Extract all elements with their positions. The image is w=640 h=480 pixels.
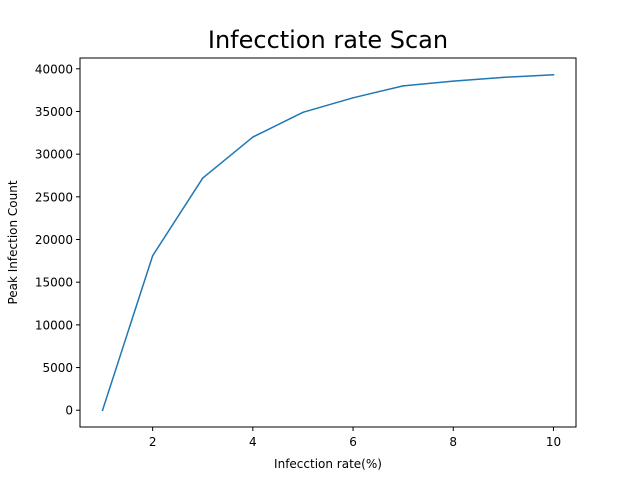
y-tick-label: 10000 — [35, 318, 73, 332]
y-tick-label: 20000 — [35, 233, 73, 247]
y-tick-label: 40000 — [35, 62, 73, 76]
data-point — [552, 74, 555, 76]
data-point — [302, 111, 304, 114]
plot-frame — [79, 57, 577, 428]
data-point — [101, 409, 104, 411]
data-point — [502, 76, 505, 79]
data-point — [151, 254, 154, 257]
x-axis-label: Infecction rate(%) — [274, 457, 382, 471]
data-point — [252, 136, 254, 138]
y-axis-label: Peak Infection Count — [6, 180, 20, 304]
y-tick-label: 15000 — [35, 276, 73, 290]
x-tick-label: 6 — [349, 435, 357, 449]
y-tick-label: 35000 — [35, 105, 73, 119]
y-tick-label: 0 — [65, 404, 73, 418]
x-tick-label: 4 — [249, 435, 257, 449]
y-tick-label: 25000 — [35, 190, 73, 204]
y-tick-label: 5000 — [42, 361, 73, 375]
y-axis: 0 5000 10000 15000 20000 25000 30000 35000 40000 — [35, 62, 80, 418]
data-point — [202, 177, 204, 179]
plot-area — [101, 73, 555, 412]
data-point — [402, 85, 404, 87]
data-point — [352, 97, 354, 99]
y-tick-label: 30000 — [35, 148, 73, 162]
x-tick-label: 10 — [546, 435, 561, 449]
series-line-0 — [101, 73, 555, 412]
x-tick-label: 8 — [449, 435, 457, 449]
x-tick-label: 2 — [149, 435, 157, 449]
chart-title: Infecction rate Scan — [208, 26, 448, 54]
x-axis: 2 4 6 8 10 — [149, 427, 561, 449]
data-point — [452, 80, 454, 82]
